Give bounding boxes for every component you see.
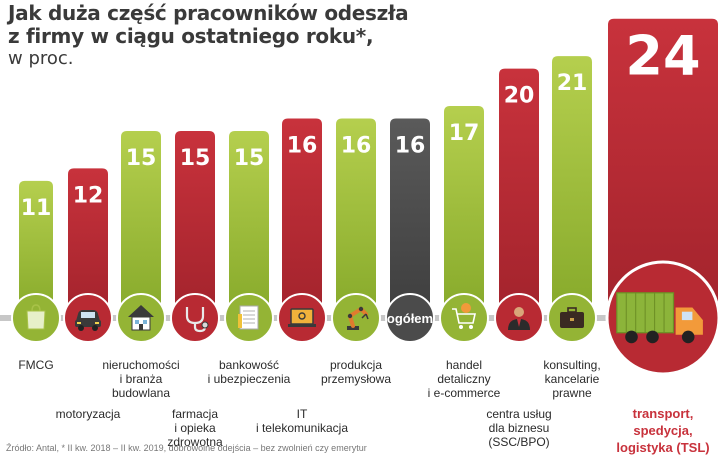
businessman-icon (508, 307, 530, 330)
shopping-bag-icon (26, 304, 46, 330)
house-icon (128, 305, 154, 331)
bar-9-value-label: 17 (449, 121, 480, 146)
shopping-cart-icon (452, 303, 476, 329)
overall-circle-label: ogółem (387, 311, 433, 326)
bar-6-value-label: 16 (287, 133, 318, 158)
category-label-7-line-1: produkcja (330, 358, 382, 372)
bar-4-icon-circle (170, 293, 220, 343)
category-label-11-line-3: prawne (552, 386, 592, 400)
category-label-6-line-2: i telekomunikacja (256, 421, 348, 435)
bar-3 (121, 130, 161, 318)
category-label-10-line-2: dla biznesu (489, 421, 550, 435)
bar-8-icon-circle (385, 293, 435, 343)
bar-7-icon-circle (331, 293, 381, 343)
bar-1 (19, 180, 53, 318)
bar-2-value-label: 12 (73, 183, 104, 208)
bar-10 (499, 68, 539, 318)
bar-7 (336, 118, 376, 318)
bar-11-value-label: 21 (557, 71, 588, 96)
insurance-document-icon (238, 305, 259, 330)
bar-8 (390, 118, 430, 318)
bar-9 (444, 106, 484, 318)
category-label-6-line-1: IT (297, 407, 308, 421)
bar-4 (175, 130, 215, 318)
category-label-2-line-1: motoryzacja (56, 407, 121, 421)
category-label-5-line-2: i ubezpieczenia (208, 372, 291, 386)
category-label-11-line-2: kancelarie (545, 372, 600, 386)
category-label-4-line-3: zdrowotna (167, 435, 223, 449)
category-label-1-line-1: FMCG (18, 358, 53, 372)
bar-6 (282, 118, 322, 318)
bar-11 (552, 56, 592, 318)
bar-3-value-label: 15 (126, 146, 157, 171)
category-label-9-line-3: i e-commerce (428, 386, 501, 400)
category-label-5-line-1: bankowość (219, 358, 279, 372)
category-label-10-line-3: (SSC/BPO) (488, 435, 549, 449)
briefcase-icon (560, 307, 584, 328)
bar-5 (229, 130, 269, 318)
robotic-arm-icon (347, 306, 369, 330)
category-label-12-line-1: transport, (633, 406, 694, 421)
bar-7-value-label: 16 (341, 133, 372, 158)
category-label-9-line-1: handel (446, 358, 482, 372)
category-label-3-line-3: budowlana (112, 386, 170, 400)
laptop-icon (288, 308, 316, 327)
bar-4-value-label: 15 (180, 146, 211, 171)
chart-subtitle: w proc. (8, 48, 74, 69)
bar-9-icon-circle (439, 293, 489, 343)
stethoscope-icon (185, 307, 209, 333)
category-label-3-line-2: i branża (120, 372, 163, 386)
category-label-12-line-3: logistyka (TSL) (616, 440, 709, 455)
chart-title-line-1: Jak duża część pracowników odeszła (8, 1, 409, 25)
bar-2 (68, 168, 108, 318)
category-label-9-line-2: detaliczny (437, 372, 490, 386)
bar-8-value-label: 16 (395, 133, 426, 158)
category-label-4-line-2: i opieka (174, 421, 216, 435)
bar-10-value-label: 20 (504, 84, 535, 109)
category-label-11-line-1: konsulting, (543, 358, 600, 372)
category-label-12-line-2: spedycja, (633, 423, 692, 438)
source-footnote: Źródło: Antal, * II kw. 2018 – II kw. 20… (6, 443, 367, 453)
bar-5-value-label: 15 (234, 146, 265, 171)
bar-10-icon-circle (494, 293, 544, 343)
bar-1-value-label: 11 (21, 196, 52, 221)
bar-12 (608, 18, 718, 318)
car-icon (75, 310, 101, 331)
chart-title-block: Jak duża część pracowników odeszła z fir… (8, 1, 409, 70)
bar-12-value-label: 24 (625, 25, 700, 88)
category-label-4-line-1: farmacja (172, 407, 218, 421)
chart-title-line-2: z firmy w ciągu ostatniego roku*, (8, 24, 374, 48)
category-label-10-line-1: centra usług (486, 407, 551, 421)
truck-icon (616, 292, 703, 344)
category-label-3-line-1: nieruchomości (102, 358, 179, 372)
category-label-7-line-2: przemysłowa (321, 372, 391, 386)
